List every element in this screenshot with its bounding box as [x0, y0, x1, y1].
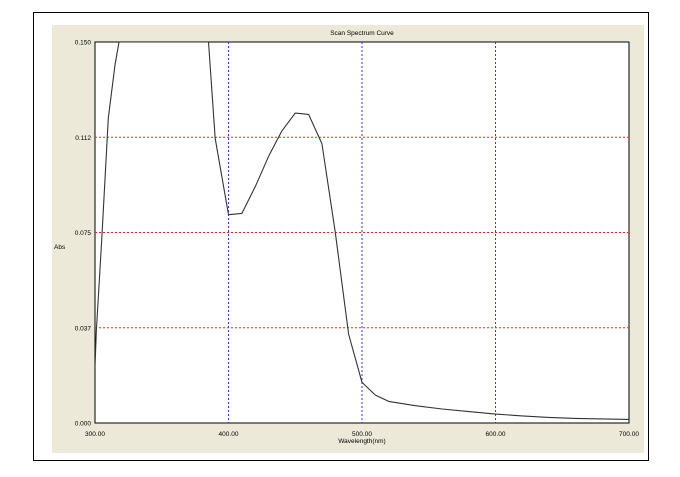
- x-tick-label: 400.00: [219, 431, 239, 438]
- x-tick-label: 700.00: [619, 431, 639, 438]
- y-tick-label: 0.150: [75, 40, 92, 47]
- tick-labels: 300.00 400.00 500.00 600.00 700.00 0.000 0.037…: [75, 40, 640, 439]
- y-tick-label: 0.112: [75, 135, 91, 142]
- x-axis-label: Wavelength(nm): [338, 438, 385, 445]
- chart-title: Scan Spectrum Curve: [330, 30, 394, 37]
- x-tick-label: 300.00: [85, 431, 105, 438]
- y-tick-label: 0.075: [75, 230, 92, 237]
- x-tick-label: 500.00: [352, 431, 372, 438]
- y-tick-label: 0.000: [75, 421, 92, 428]
- grid: [95, 42, 629, 423]
- y-axis-label: Abs: [54, 244, 66, 251]
- spectrum-series-line: [95, 42, 629, 420]
- series-layer: [95, 42, 629, 420]
- x-tick-label: 600.00: [486, 431, 506, 438]
- y-tick-label: 0.037: [75, 325, 92, 332]
